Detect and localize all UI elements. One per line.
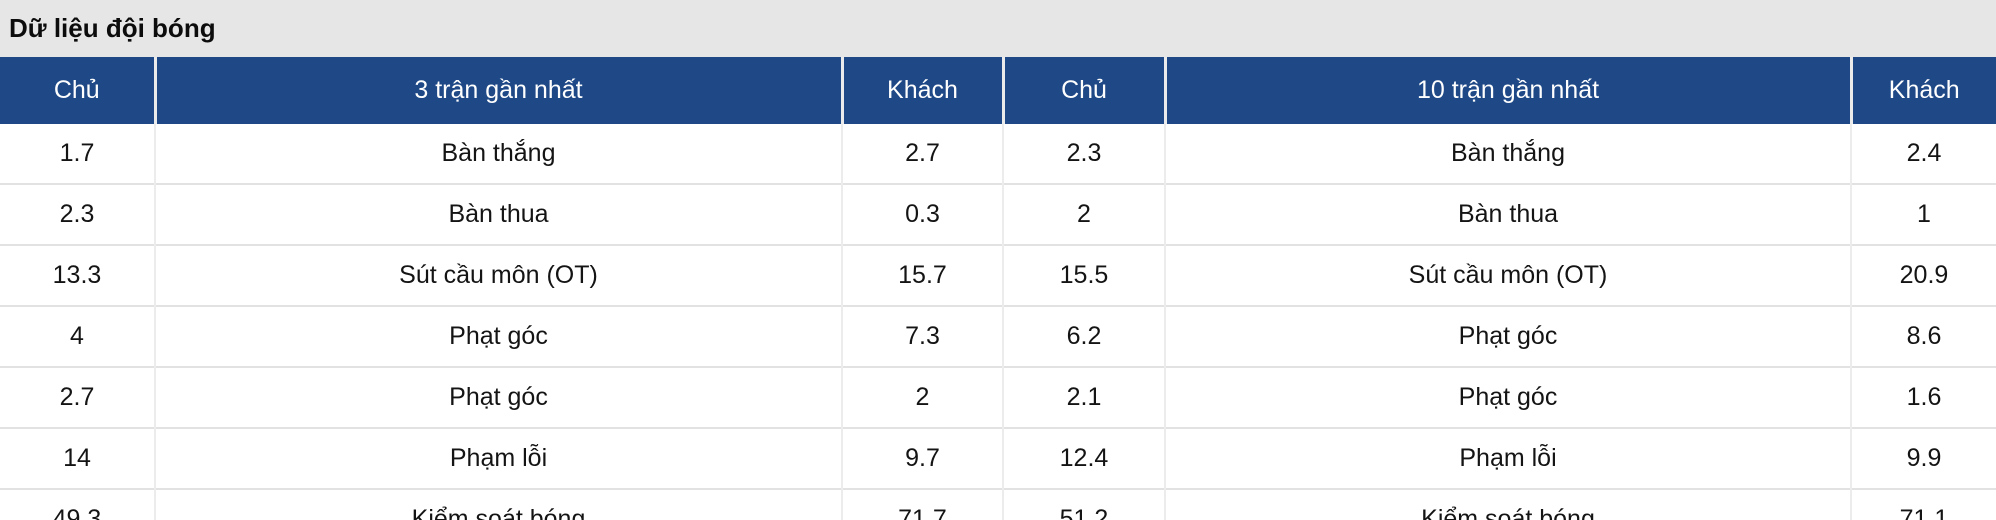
away-value-last10: 9.9 [1851, 427, 1996, 489]
away-value-last10: 8.6 [1851, 305, 1996, 367]
home-value-last10: 6.2 [1003, 305, 1166, 367]
stat-label-last3: Phạt góc [155, 305, 843, 367]
table-row: 1.7 Bàn thắng 2.7 2.3 Bàn thắng 2.4 [0, 124, 1996, 184]
home-value-last3: 2.7 [0, 366, 156, 428]
stat-label-last3: Phạm lỗi [155, 427, 843, 489]
away-value-last3: 7.3 [842, 305, 1004, 367]
away-value-last10: 71.1 [1851, 488, 1996, 520]
away-value-last3: 0.3 [842, 183, 1004, 245]
stat-label-last10: Phạt góc [1165, 305, 1852, 367]
home-value-last3: 49.3 [0, 488, 156, 520]
home-value-last3: 14 [0, 427, 156, 489]
away-value-last10: 1.6 [1851, 366, 1996, 428]
title-bar: Dữ liệu đội bóng [0, 0, 1996, 57]
home-value-last10: 15.5 [1003, 244, 1166, 306]
home-value-last3: 1.7 [0, 124, 156, 184]
stat-label-last10: Phạm lỗi [1165, 427, 1852, 489]
stat-label-last10: Bàn thua [1165, 183, 1852, 245]
stat-label-last10: Phạt góc [1165, 366, 1852, 428]
home-value-last10: 2 [1003, 183, 1166, 245]
home-value-last3: 13.3 [0, 244, 156, 306]
table-row: 49.3 Kiểm soát bóng 71.7 51.2 Kiểm soát … [0, 488, 1996, 520]
home-value-last10: 2.1 [1003, 366, 1166, 428]
home-value-last3: 2.3 [0, 183, 156, 245]
home-value-last10: 2.3 [1003, 124, 1166, 184]
away-value-last3: 15.7 [842, 244, 1004, 306]
table-header-row: Chủ 3 trận gần nhất Khách Chủ 10 trận gầ… [0, 57, 1996, 124]
stat-label-last3: Bàn thắng [155, 124, 843, 184]
away-value-last10: 20.9 [1851, 244, 1996, 306]
home-value-last10: 12.4 [1003, 427, 1166, 489]
away-value-last10: 2.4 [1851, 124, 1996, 184]
table-row: 4 Phạt góc 7.3 6.2 Phạt góc 8.6 [0, 305, 1996, 367]
header-home-last10: Chủ [1003, 57, 1167, 124]
table-row: 2.3 Bàn thua 0.3 2 Bàn thua 1 [0, 183, 1996, 245]
table-row: 13.3 Sút cầu môn (OT) 15.7 15.5 Sút cầu … [0, 244, 1996, 306]
away-value-last10: 1 [1851, 183, 1996, 245]
stat-label-last3: Phạt góc [155, 366, 843, 428]
table-row: 2.7 Phạt góc 2 2.1 Phạt góc 1.6 [0, 366, 1996, 428]
home-value-last10: 51.2 [1003, 488, 1166, 520]
team-stats-table: Chủ 3 trận gần nhất Khách Chủ 10 trận gầ… [0, 57, 1996, 520]
stat-label-last3: Sút cầu môn (OT) [155, 244, 843, 306]
stat-label-last10: Bàn thắng [1165, 124, 1852, 184]
away-value-last3: 9.7 [842, 427, 1004, 489]
stat-label-last10: Sút cầu môn (OT) [1165, 244, 1852, 306]
stat-label-last10: Kiểm soát bóng [1165, 488, 1852, 520]
header-away-last10: Khách [1851, 57, 1996, 124]
table-row: 14 Phạm lỗi 9.7 12.4 Phạm lỗi 9.9 [0, 427, 1996, 489]
header-home-last3: Chủ [0, 57, 157, 124]
header-label-last10: 10 trận gần nhất [1165, 57, 1853, 124]
page-title: Dữ liệu đội bóng [9, 13, 216, 43]
away-value-last3: 2 [842, 366, 1004, 428]
header-away-last3: Khách [842, 57, 1005, 124]
stat-label-last3: Bàn thua [155, 183, 843, 245]
away-value-last3: 71.7 [842, 488, 1004, 520]
stat-label-last3: Kiểm soát bóng [155, 488, 843, 520]
away-value-last3: 2.7 [842, 124, 1004, 184]
home-value-last3: 4 [0, 305, 156, 367]
header-label-last3: 3 trận gần nhất [155, 57, 844, 124]
